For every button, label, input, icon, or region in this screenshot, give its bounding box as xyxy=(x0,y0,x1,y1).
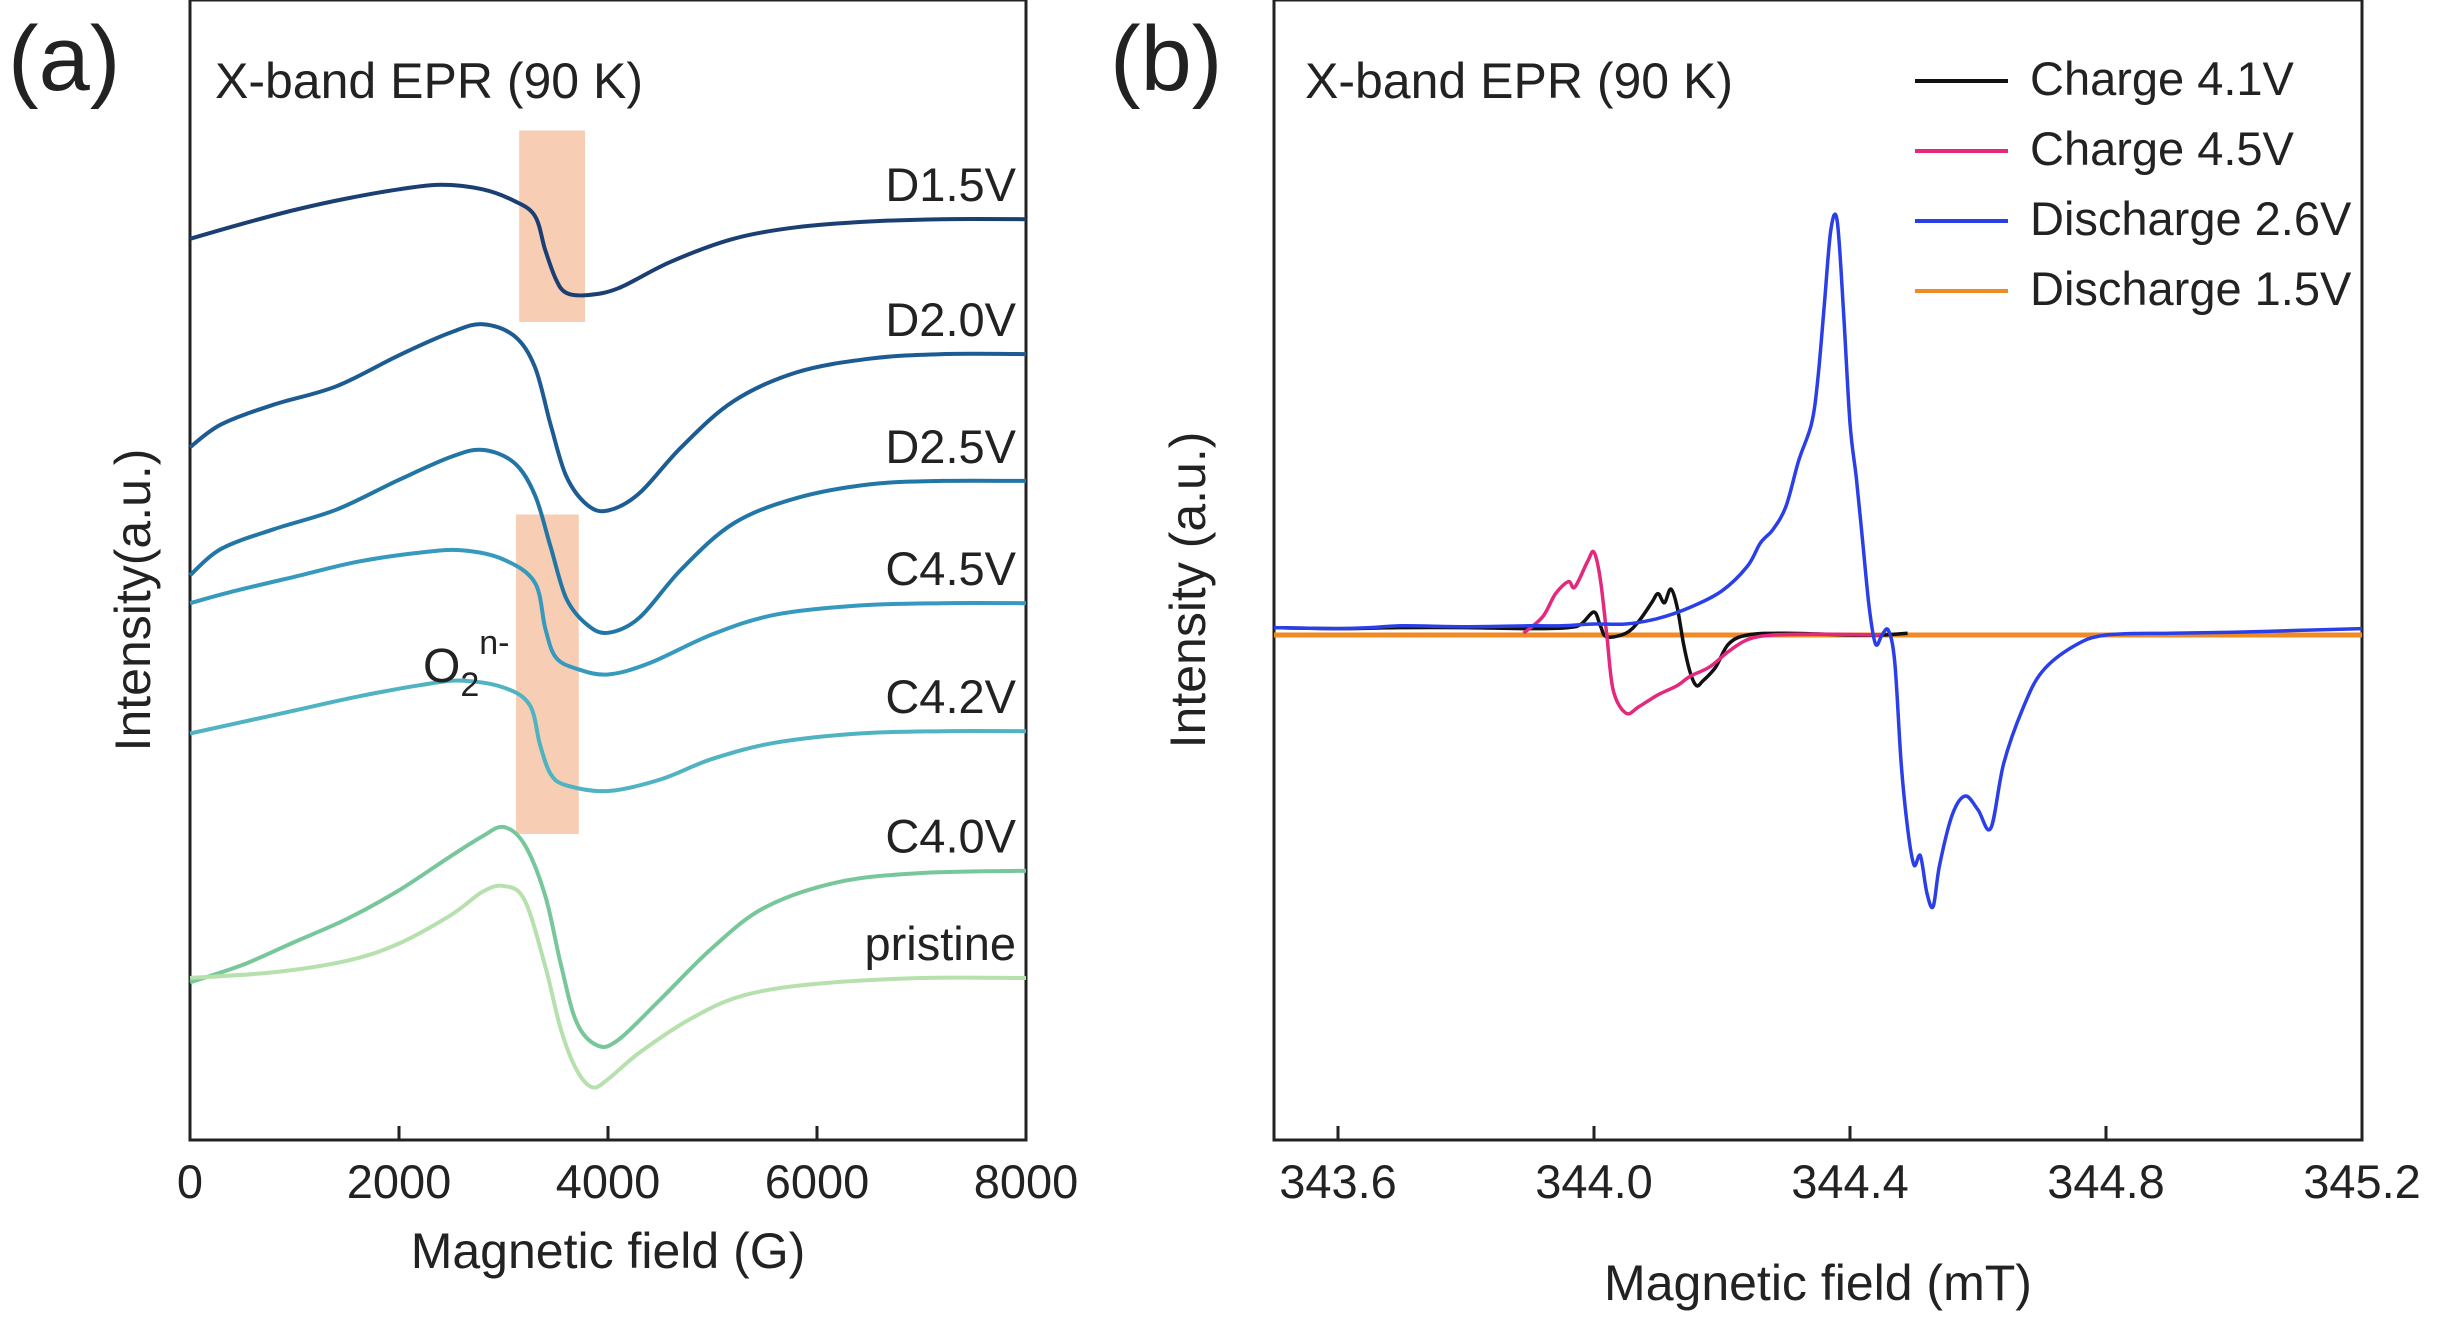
curve-label-d2-0v: D2.0V xyxy=(885,293,1016,346)
curve-label-c4-2v: C4.2V xyxy=(885,670,1016,723)
x-tick-label-a: 4000 xyxy=(556,1155,661,1208)
curve-d2-5v xyxy=(188,447,1027,636)
legend-label-discharge-1-5v: Discharge 1.5V xyxy=(2030,262,2352,315)
panel-b-letter: (b) xyxy=(1110,8,1222,110)
x-tick-label-b: 344.8 xyxy=(2047,1155,2165,1208)
superoxide-annotation: O2n- xyxy=(423,624,510,704)
legend-b: Charge 4.1V Charge 4.5V Discharge 2.6V Disc… xyxy=(1915,52,2352,315)
plot-frame-b xyxy=(1272,0,2364,1142)
curve-c4-0v xyxy=(189,824,1027,1049)
panel-b: (b) X-band EPR (90 K) Charge 4.1VCharge … xyxy=(1110,0,2421,1311)
series-lines-b xyxy=(1273,212,2363,910)
curve-pristine xyxy=(189,883,1027,1090)
legend-label-charge-4-5v: Charge 4.5V xyxy=(2030,122,2295,175)
legend-label-discharge-2-6v: Discharge 2.6V xyxy=(2030,192,2352,245)
x-tick-label-a: 8000 xyxy=(974,1155,1079,1208)
curve-d2-0v xyxy=(188,322,1027,514)
annotation-subscript: 2 xyxy=(460,666,479,704)
x-tick-label-a: 2000 xyxy=(347,1155,452,1208)
curve-label-d1-5v: D1.5V xyxy=(885,158,1016,211)
x-tick-label-a: 0 xyxy=(177,1155,203,1208)
annotation-superscript: n- xyxy=(479,624,509,662)
panel-a-letter: (a) xyxy=(8,8,120,110)
curve-label-c4-5v: C4.5V xyxy=(885,542,1016,595)
curve-label-c4-0v: C4.0V xyxy=(885,810,1016,863)
chart-title-a: X-band EPR (90 K) xyxy=(215,53,643,109)
curve-charge-4-1v xyxy=(1273,587,1908,688)
x-tick-label-b: 343.6 xyxy=(1279,1155,1397,1208)
x-tick-label-b: 344.4 xyxy=(1791,1155,1909,1208)
series-lines-a xyxy=(188,182,1027,1090)
curve-charge-4-5v xyxy=(1522,549,1883,716)
curve-d1-5v xyxy=(189,182,1027,298)
y-axis-label-b: Intensity (a.u.) xyxy=(1160,432,1216,749)
x-axis-label-b: Magnetic field (mT) xyxy=(1604,1255,2032,1311)
curve-label-d2-5v: D2.5V xyxy=(885,420,1016,473)
x-tick-label-b: 344.0 xyxy=(1535,1155,1653,1208)
curve-discharge-2-6v xyxy=(1273,212,2363,910)
annotation-base: O xyxy=(423,640,460,693)
y-axis-label-a: Intensity(a.u.) xyxy=(105,449,161,752)
curve-c4-2v xyxy=(189,678,1027,794)
curve-label-pristine: pristine xyxy=(864,917,1016,970)
highlight-bands xyxy=(516,130,586,834)
curve-labels-a: D1.5V D2.0V D2.5V C4.5V C4.2V C4.0V pristine xyxy=(864,158,1016,970)
highlight-band-1 xyxy=(516,514,579,834)
x-tick-label-a: 6000 xyxy=(765,1155,870,1208)
x-axis-label-a: Magnetic field (G) xyxy=(411,1223,806,1279)
x-tick-label-b: 345.2 xyxy=(2303,1155,2421,1208)
legend-label-charge-4-1v: Charge 4.1V xyxy=(2030,52,2295,105)
panel-a: (a) X-band EPR (90 K) D1.5V D2.0V D2.5V C4.… xyxy=(8,0,1078,1279)
curve-c4-5v xyxy=(189,547,1027,677)
x-axis-a: 0 2000 4000 6000 8000 xyxy=(177,1126,1078,1208)
highlight-band-0 xyxy=(519,130,586,322)
x-axis-b: 343.6 344.0 344.4 344.8 345.2 xyxy=(1279,1126,2421,1208)
chart-title-b: X-band EPR (90 K) xyxy=(1305,53,1733,109)
